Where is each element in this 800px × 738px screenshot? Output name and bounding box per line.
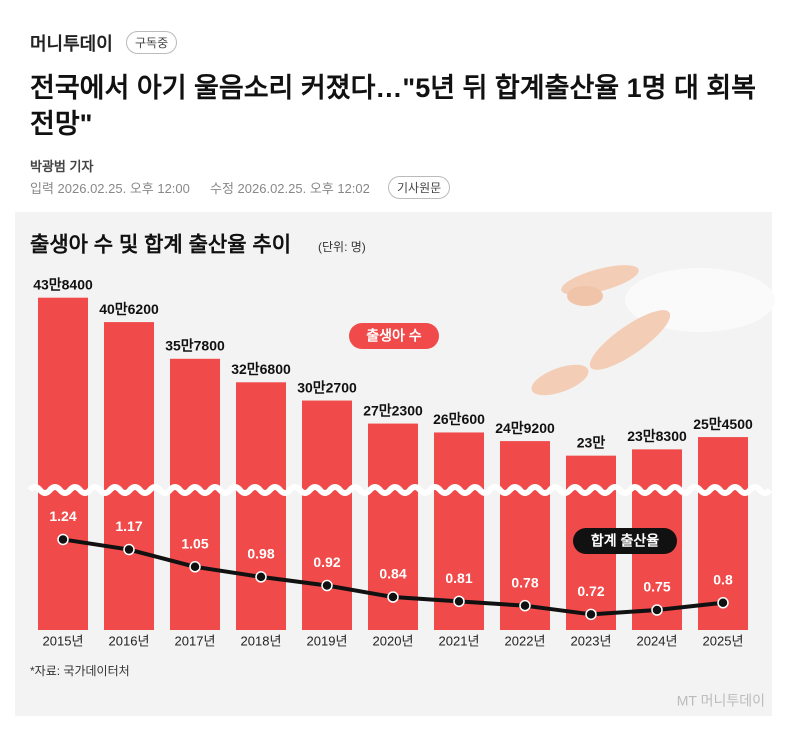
rate-value-label: 1.17 bbox=[115, 518, 142, 534]
bar bbox=[38, 297, 88, 630]
rate-point bbox=[255, 571, 267, 583]
source: *자료: 국가데이터처 bbox=[30, 664, 130, 678]
rate-value-label: 1.05 bbox=[181, 536, 208, 552]
rate-point bbox=[123, 543, 135, 556]
rate-value-label: 0.78 bbox=[511, 574, 538, 590]
rate-point bbox=[651, 604, 663, 616]
bar-value-label: 30만2700 bbox=[297, 379, 357, 395]
rate-value-label: 0.84 bbox=[379, 566, 406, 582]
bar-value-label: 23만8300 bbox=[627, 428, 687, 444]
bar bbox=[500, 441, 550, 630]
x-tick-label: 2021년 bbox=[439, 633, 480, 648]
bar bbox=[104, 322, 154, 630]
rate-value-label: 0.92 bbox=[313, 554, 340, 570]
rate-point bbox=[519, 599, 531, 612]
bar bbox=[302, 400, 352, 630]
x-tick-label: 2016년 bbox=[109, 633, 150, 648]
rate-point bbox=[57, 533, 69, 546]
headline: 전국에서 아기 울음소리 커졌다…"5년 뒤 합계출산율 1명 대 회복 전망" bbox=[30, 73, 757, 139]
bar-value-label: 35만7800 bbox=[165, 337, 225, 353]
chart-title: 출생아 수 및 합계 출산율 추이 bbox=[30, 234, 291, 257]
bar bbox=[236, 382, 286, 630]
rate-value-label: 0.72 bbox=[577, 583, 604, 599]
rate-point bbox=[321, 579, 333, 592]
legend-label: 출생아 수 bbox=[366, 328, 422, 344]
rate-value-label: 0.81 bbox=[445, 570, 472, 586]
reporter[interactable]: 박광범 기자 bbox=[30, 159, 94, 174]
rate-value-label: 0.8 bbox=[713, 572, 733, 588]
rate-point bbox=[585, 608, 597, 621]
axis-break bbox=[27, 484, 773, 496]
legend-label: 합계 출산율 bbox=[591, 533, 659, 549]
rate-point bbox=[189, 561, 201, 573]
rate-value-label: 1.24 bbox=[49, 508, 76, 524]
baby-illustration bbox=[531, 265, 775, 396]
bar-value-label: 32만6800 bbox=[231, 361, 291, 377]
bar-value-label: 40만6200 bbox=[99, 301, 159, 317]
rate-value-label: 0.98 bbox=[247, 546, 274, 562]
bar bbox=[170, 358, 220, 630]
x-tick-label: 2025년 bbox=[703, 633, 744, 648]
publisher[interactable]: 머니투데이 bbox=[30, 34, 113, 54]
watermark: MT 머니투데이 bbox=[677, 693, 765, 709]
rate-value-label: 0.75 bbox=[643, 579, 670, 595]
original-button[interactable]: 기사원문 bbox=[388, 176, 451, 199]
x-tick-label: 2020년 bbox=[373, 633, 414, 648]
bar-value-label: 26만600 bbox=[433, 411, 485, 427]
unit-label: (단위: 명) bbox=[318, 240, 366, 254]
rate-point bbox=[387, 591, 399, 603]
x-tick-label: 2015년 bbox=[43, 633, 84, 648]
legend-pill bbox=[573, 528, 677, 554]
modified-date: 수정 2026.02.25. 오후 12:02 bbox=[210, 181, 370, 196]
bar-value-label: 24만9200 bbox=[495, 420, 555, 436]
x-tick-label: 2019년 bbox=[307, 633, 348, 648]
x-tick-label: 2017년 bbox=[175, 633, 216, 648]
published-date: 입력 2026.02.25. 오후 12:00 bbox=[30, 181, 190, 196]
rate-point bbox=[453, 595, 465, 608]
bar-value-label: 27만2300 bbox=[363, 402, 423, 418]
bar-value-label: 25만4500 bbox=[693, 416, 753, 432]
x-tick-label: 2024년 bbox=[637, 633, 678, 648]
bar-value-label: 43만8400 bbox=[33, 276, 93, 292]
x-tick-label: 2018년 bbox=[241, 633, 282, 648]
legend-pill bbox=[349, 323, 439, 349]
subscribe-button[interactable]: 구독중 bbox=[126, 31, 178, 54]
x-tick-label: 2022년 bbox=[505, 633, 546, 648]
bar-value-label: 23만 bbox=[577, 434, 606, 450]
x-tick-label: 2023년 bbox=[571, 633, 612, 648]
rate-point bbox=[717, 597, 729, 609]
